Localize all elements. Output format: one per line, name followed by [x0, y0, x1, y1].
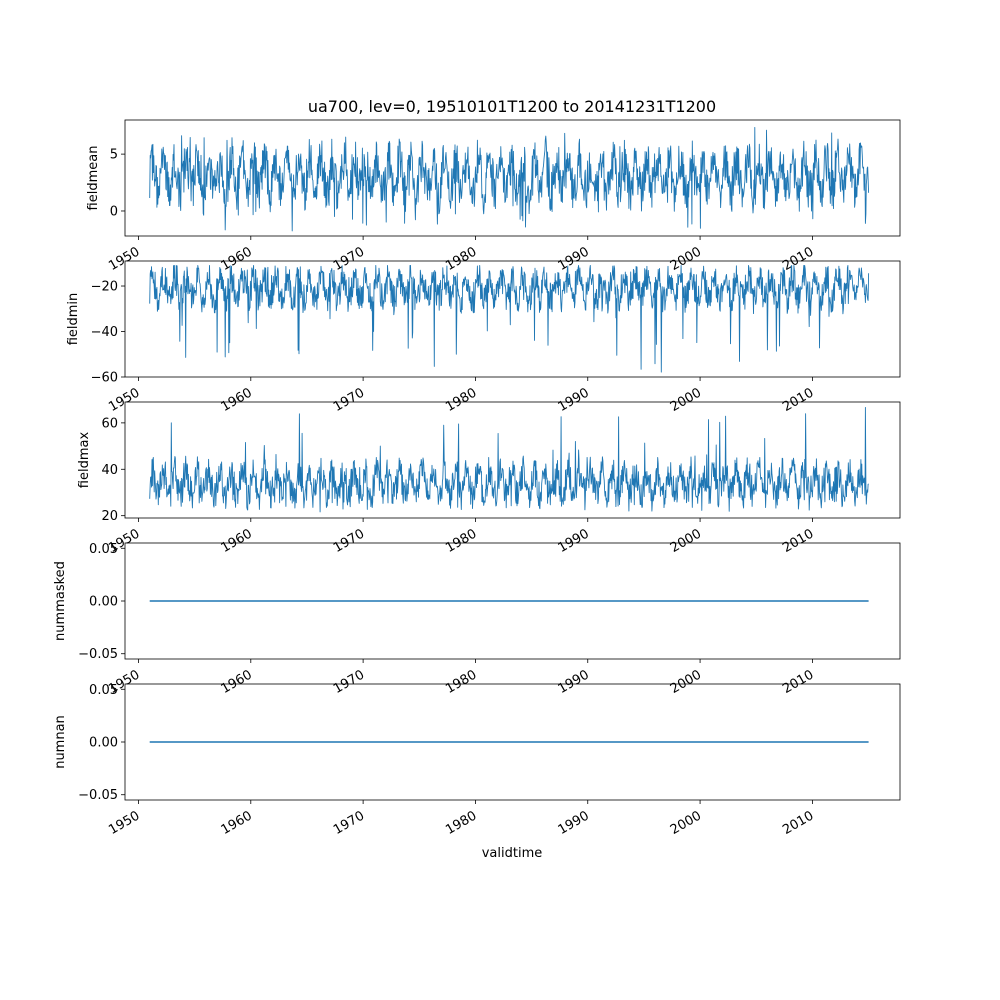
x-tick-label: 1980 [443, 526, 479, 556]
y-tick-label: 0.00 [89, 595, 118, 610]
y-tick-label: 0.05 [89, 542, 118, 557]
panel-fieldmean: 0 5 fieldmean 1950 1960 1970 1980 1990 2000 2010 [86, 119, 901, 274]
x-tick-label: 1990 [556, 385, 592, 415]
x-tick-label: 1970 [331, 808, 367, 838]
x-tick-label: 1960 [219, 526, 255, 556]
y-tick-label: 60 [101, 416, 118, 431]
series-line-fieldmean [149, 126, 870, 232]
y-axis-label: fieldmax [77, 432, 92, 489]
y-axis-label: nummasked [53, 561, 68, 641]
x-tick-label: 1980 [443, 667, 479, 697]
panel-fieldmin: −60 −40 −20 fieldmin 1950 1960 1970 1980 1990 200… [66, 260, 901, 415]
y-tick-label: 0 [110, 204, 118, 219]
y-tick-label: −20 [91, 280, 118, 295]
x-tick-label: 1980 [443, 808, 479, 838]
panel-numnan: −0.05 0.00 0.05 numnan 1950 1960 1970 1980 1990 2… [53, 683, 901, 838]
chart-title: ua700, lev=0, 19510101T1200 to 20141231T… [308, 97, 716, 116]
y-tick-label: −40 [91, 325, 118, 340]
x-tick-label: 1950 [106, 244, 142, 274]
axes-frame [124, 260, 901, 378]
x-tick-label: 2010 [780, 244, 816, 274]
y-tick-label: −0.05 [78, 788, 118, 803]
y-tick-label: 5 [110, 148, 118, 163]
x-tick-label: 1960 [219, 667, 255, 697]
axes-frame [124, 119, 901, 237]
x-tick-label: 1990 [556, 667, 592, 697]
x-tick-label: 1950 [106, 385, 142, 415]
y-axis-label: numnan [53, 715, 68, 769]
x-tick-label: 2010 [780, 526, 816, 556]
series-line-fieldmax [149, 406, 869, 513]
y-tick-label: −0.05 [78, 647, 118, 662]
y-axis-label: fieldmean [86, 146, 101, 211]
x-tick-label: 1960 [219, 808, 255, 838]
x-axis-label: validtime [482, 846, 543, 861]
x-tick-label: 1970 [331, 526, 367, 556]
x-tick-label: 2010 [780, 667, 816, 697]
series-line-fieldmin [149, 265, 870, 373]
y-tick-label: 0.05 [89, 683, 118, 698]
x-tick-label: 2000 [668, 385, 704, 415]
x-tick-label: 1980 [443, 244, 479, 274]
x-tick-label: 1980 [443, 385, 479, 415]
y-tick-label: 40 [101, 463, 118, 478]
y-tick-label: 0.00 [89, 736, 118, 751]
x-tick-label: 1970 [331, 385, 367, 415]
x-tick-label: 2000 [668, 244, 704, 274]
x-tick-label: 1990 [556, 244, 592, 274]
x-tick-label: 1960 [219, 244, 255, 274]
y-tick-label: 20 [101, 509, 118, 524]
x-tick-label: 2000 [668, 667, 704, 697]
x-tick-label: 2000 [668, 526, 704, 556]
x-tick-label: 1990 [556, 808, 592, 838]
x-tick-label: 1970 [331, 244, 367, 274]
x-tick-label: 2010 [780, 808, 816, 838]
x-tick-label: 1950 [106, 808, 142, 838]
y-axis-label: fieldmin [66, 293, 81, 346]
x-tick-label: 1960 [219, 385, 255, 415]
y-tick-label: −60 [91, 371, 118, 386]
x-tick-label: 2000 [668, 808, 704, 838]
x-tick-label: 1990 [556, 526, 592, 556]
x-tick-label: 1970 [331, 667, 367, 697]
axes-frame [124, 401, 901, 519]
x-tick-label: 2010 [780, 385, 816, 415]
